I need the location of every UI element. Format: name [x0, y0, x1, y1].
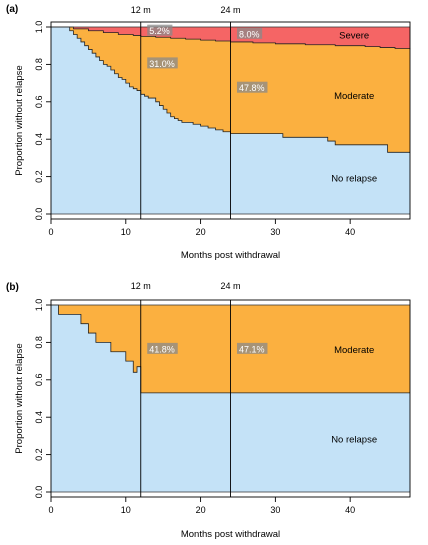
- y-tick-label: 0.0: [34, 208, 44, 221]
- region-label: No relapse: [331, 435, 377, 446]
- pct-box: [236, 81, 268, 93]
- y-tick-label: 0.8: [34, 58, 44, 71]
- no-relapse-boundary-line: [51, 304, 410, 394]
- ref-label: 24 m: [220, 281, 240, 291]
- plot-frame: [50, 21, 411, 220]
- moderate-boundary-line: [51, 26, 411, 50]
- pct-label: 41.8%: [149, 344, 175, 354]
- y-tick-label: 1.0: [34, 299, 44, 312]
- pct-annotation: 31.0%: [147, 57, 178, 69]
- x-tick-label: 10: [121, 227, 131, 237]
- pct-box: [147, 342, 178, 354]
- pct-box: [147, 57, 178, 69]
- x-tick-label: 30: [270, 505, 280, 515]
- pct-box: [147, 24, 173, 36]
- x-tick-label: 0: [48, 505, 53, 515]
- pct-box: [236, 342, 268, 354]
- pct-annotation: 5.2%: [147, 24, 173, 36]
- pct-annotation: 8.0%: [236, 27, 263, 39]
- y-tick-label: 0.4: [34, 133, 44, 146]
- x-tick-label: 20: [196, 505, 206, 515]
- y-tick-label: 1.0: [34, 21, 44, 34]
- y-tick-label: 0.2: [34, 448, 44, 461]
- region-label: No relapse: [331, 173, 377, 184]
- panel-label: (b): [6, 282, 19, 293]
- y-tick-label: 0.0: [34, 486, 44, 499]
- x-tick-label: 10: [121, 505, 131, 515]
- y-axis-title: Proportion without relapse: [14, 65, 25, 175]
- region-label: Moderate: [334, 91, 374, 102]
- x-axis-title: Months post withdrawal: [181, 529, 280, 540]
- no-relapse-boundary-line: [51, 26, 410, 153]
- plot-frame: [50, 299, 411, 498]
- panel-label: (a): [6, 4, 18, 15]
- ref-label: 24 m: [220, 5, 240, 15]
- pct-label: 47.8%: [239, 83, 265, 93]
- pct-label: 8.0%: [239, 29, 260, 39]
- pct-annotation: 47.1%: [236, 342, 268, 354]
- x-tick-label: 40: [345, 505, 355, 515]
- pct-annotation: 47.8%: [236, 81, 268, 93]
- x-axis-title: Months post withdrawal: [181, 250, 280, 261]
- y-tick-label: 0.8: [34, 336, 44, 349]
- pct-label: 31.0%: [149, 59, 175, 69]
- pct-annotation: 41.8%: [147, 342, 178, 354]
- y-tick-label: 0.6: [34, 374, 44, 387]
- pct-box: [236, 27, 263, 39]
- chart-panel-b: 12 m 24 m 41.8% 47.1% Moderate No relapse 0 10 2…: [6, 281, 411, 540]
- chart-panel-a: 12 m 24 m 5.2% 8.0% 31.0% 47.8% Severe Moderate…: [6, 4, 411, 261]
- x-tick-label: 30: [270, 227, 280, 237]
- y-tick-label: 0.2: [34, 170, 44, 183]
- x-tick-label: 0: [48, 227, 53, 237]
- ref-label: 12 m: [131, 281, 151, 291]
- pct-label: 5.2%: [149, 26, 170, 36]
- region-label: Severe: [339, 30, 369, 41]
- region-label: Moderate: [334, 345, 374, 356]
- y-tick-label: 0.4: [34, 411, 44, 424]
- x-tick-label: 20: [196, 227, 206, 237]
- x-tick-label: 40: [345, 227, 355, 237]
- y-tick-label: 0.6: [34, 96, 44, 109]
- y-axis-title: Proportion without relapse: [14, 343, 25, 453]
- ref-label: 12 m: [131, 5, 151, 15]
- pct-label: 47.1%: [239, 344, 265, 354]
